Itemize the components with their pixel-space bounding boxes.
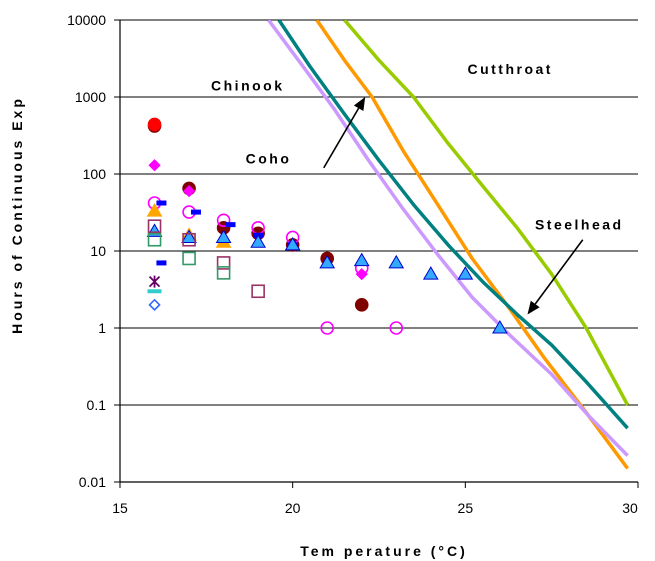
data-point: [319, 254, 336, 269]
data-point: [182, 251, 196, 266]
axes: [114, 19, 639, 488]
data-point: [156, 200, 167, 206]
x-tick-label: 30: [622, 500, 638, 516]
data-point: [355, 268, 368, 281]
arrow-head: [353, 97, 366, 111]
series-annotation: Steelhead: [535, 217, 624, 233]
data-point: [148, 275, 161, 288]
data-point: [250, 234, 267, 248]
annotation-arrow: [323, 107, 360, 169]
data-point: [389, 321, 404, 335]
series-line: [277, 20, 629, 430]
data-point: [422, 266, 439, 280]
x-tick-label: 25: [458, 500, 474, 516]
data-point: [225, 222, 236, 228]
data-point: [146, 203, 163, 217]
x-axis-label: Tem perature (°C): [300, 543, 468, 559]
data-point: [182, 184, 196, 198]
data-point: [147, 232, 162, 247]
data-point: [216, 213, 231, 228]
data-point: [353, 252, 370, 267]
data-point: [148, 159, 161, 172]
series-annotation: Coho: [246, 150, 292, 166]
gridlines: [120, 19, 638, 406]
data-point: [216, 256, 231, 270]
series-lines: [267, 20, 630, 470]
data-point: [491, 320, 508, 334]
series-annotation: Chinook: [211, 78, 285, 94]
data-point: [320, 321, 335, 335]
data-point: [354, 298, 369, 312]
y-tick-label: 10: [90, 243, 106, 259]
x-tick-label: 20: [285, 500, 301, 516]
series-annotation: Cutthroat: [467, 61, 553, 77]
annotation-arrow: [534, 239, 584, 305]
series-markers: [146, 117, 508, 335]
data-point: [388, 254, 405, 269]
data-point: [215, 229, 232, 243]
tick-labels: 0.01 0.1 1 10 100 1000 10000 15 20 25 30: [67, 12, 638, 516]
data-point: [182, 232, 196, 247]
data-point: [148, 298, 161, 311]
y-tick-label: 0.01: [79, 474, 106, 490]
data-point: [251, 284, 265, 299]
y-tick-label: 1: [98, 320, 106, 336]
y-tick-label: 0.1: [87, 397, 107, 413]
annotations: Chinook Cutthroat Coho Steelhead: [211, 61, 624, 315]
data-point: [284, 236, 301, 251]
data-point: [147, 289, 162, 294]
data-point: [457, 266, 474, 280]
data-point: [147, 117, 162, 132]
x-tick-label: 15: [112, 500, 128, 516]
y-tick-label: 1000: [75, 89, 106, 105]
series-line: [343, 20, 630, 406]
data-point: [216, 266, 231, 280]
data-point: [190, 209, 201, 215]
y-tick-label: 10000: [67, 12, 106, 28]
y-tick-label: 100: [83, 166, 107, 182]
arrow-head: [527, 300, 540, 315]
y-axis-label: Hours of Continuous Exp: [9, 96, 25, 334]
data-point: [147, 219, 162, 233]
data-point: [181, 229, 197, 243]
data-point: [156, 260, 167, 266]
series-line: [315, 20, 630, 470]
series-line: [267, 20, 629, 457]
